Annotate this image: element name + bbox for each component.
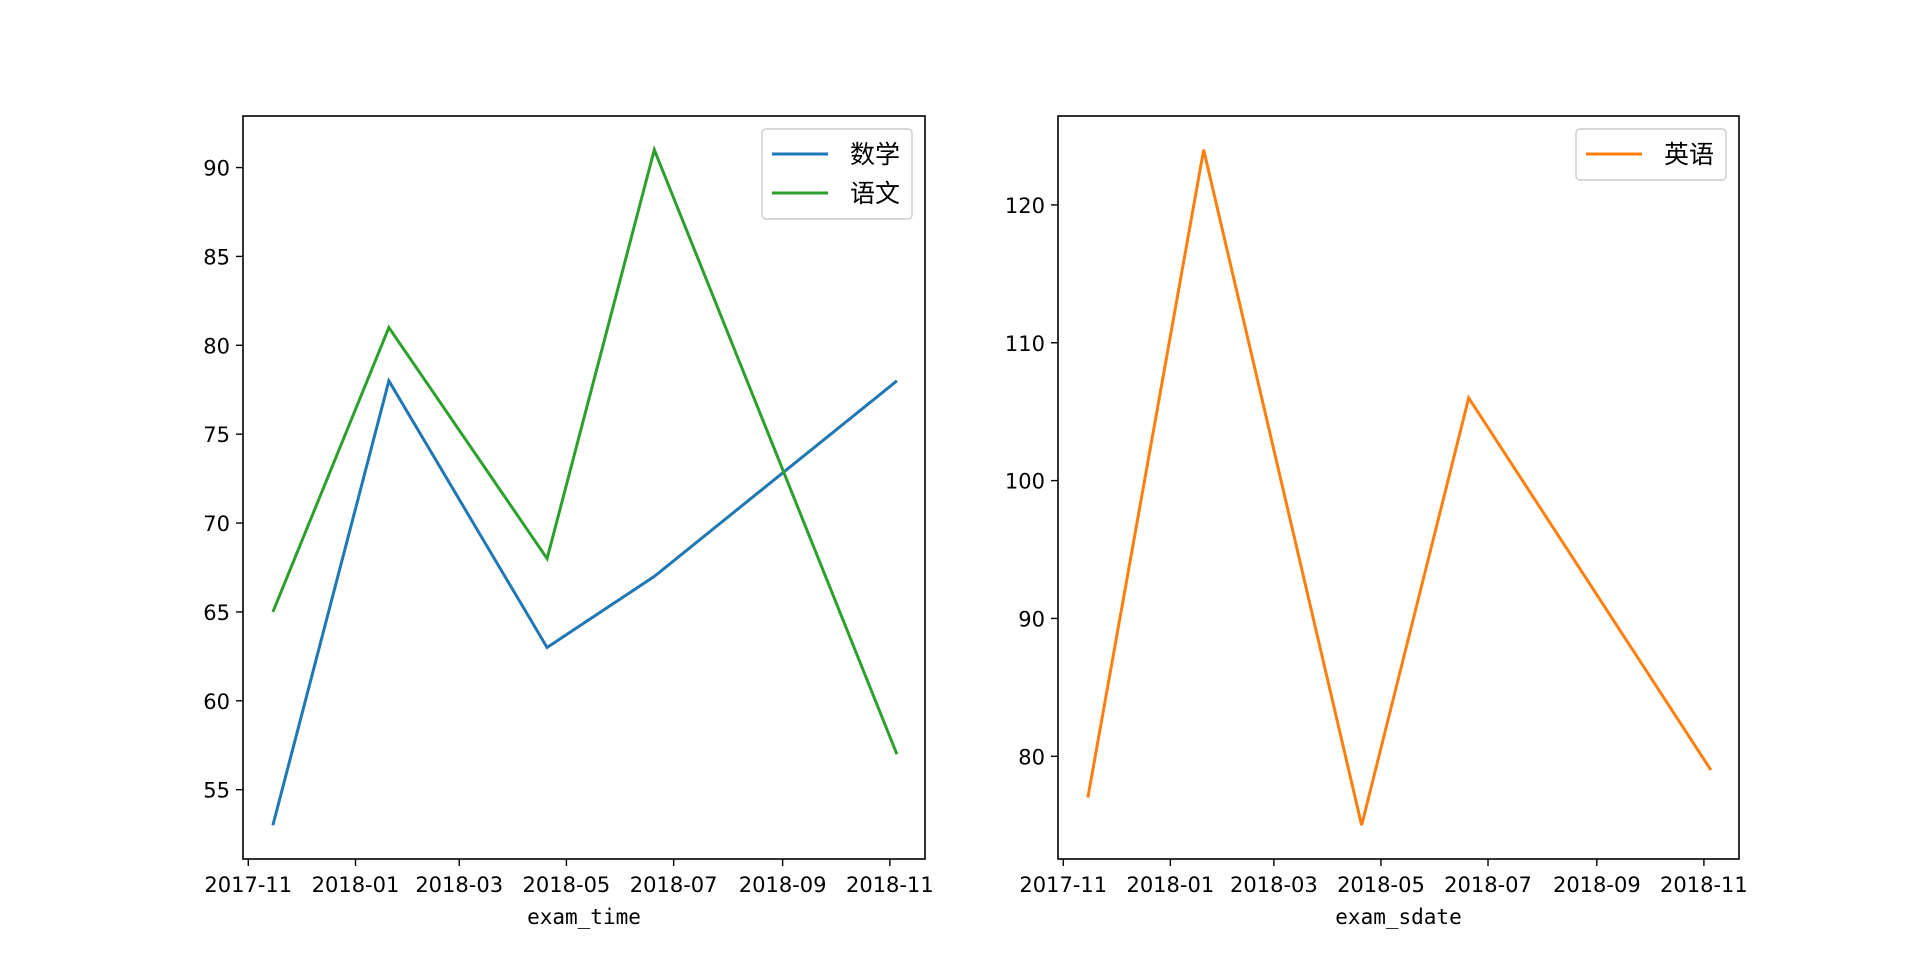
x-tick-label: 2018-07: [630, 873, 718, 897]
axes-frame: [242, 115, 926, 860]
series-line-1: [271, 144, 899, 755]
y-tick-label: 120: [1005, 194, 1045, 218]
x-axis-label: exam_sdate: [1335, 905, 1461, 929]
x-tick-label: 2018-03: [415, 873, 503, 897]
legend-label: 英语: [1664, 140, 1714, 169]
x-tick-label: 2018-09: [1553, 873, 1641, 897]
x-axis-label: exam_time: [527, 905, 641, 929]
x-tick-label: 2018-03: [1230, 873, 1318, 897]
x-tick-label: 2018-05: [523, 873, 611, 897]
y-tick-label: 65: [203, 601, 230, 625]
x-tick-label: 2018-01: [312, 873, 400, 897]
x-tick-label: 2018-01: [1126, 873, 1214, 897]
y-tick-label: 110: [1005, 332, 1045, 356]
x-tick-label: 2018-11: [846, 873, 934, 897]
x-tick-label: 2018-07: [1444, 873, 1532, 897]
legend-label: 数学: [850, 140, 900, 169]
y-tick-label: 80: [1018, 745, 1045, 769]
chart-english: 2017-11 2018-01 2018-03 2018-05 2018-07 2018-…: [1005, 115, 1748, 929]
chart-math-chinese: 2017-11 2018-01 2018-03 2018-05 2018-07 2018-…: [203, 115, 934, 929]
x-tick-label: 2017-11: [1019, 873, 1107, 897]
y-tick-label: 100: [1005, 470, 1045, 494]
y-tick-label: 60: [203, 690, 230, 714]
y-tick-label: 80: [203, 334, 230, 358]
series-line-0: [271, 376, 898, 826]
x-tick-label: 2018-11: [1660, 873, 1748, 897]
axes-frame: [1057, 115, 1740, 860]
y-tick-label: 90: [203, 157, 230, 181]
y-tick-label: 75: [203, 423, 230, 447]
x-tick-label: 2017-11: [204, 873, 292, 897]
y-tick-label: 70: [203, 512, 230, 536]
y-tick-label: 85: [203, 245, 230, 269]
x-tick-label: 2018-09: [739, 873, 827, 897]
legend-box: [1575, 128, 1727, 181]
legend-label: 语文: [850, 179, 900, 208]
legend: 英语: [1575, 128, 1727, 181]
y-tick-label: 90: [1018, 607, 1045, 631]
legend-box: [761, 128, 913, 220]
series-line-0: [1086, 149, 1713, 826]
y-tick-label: 55: [203, 779, 230, 803]
x-tick-label: 2018-05: [1337, 873, 1425, 897]
